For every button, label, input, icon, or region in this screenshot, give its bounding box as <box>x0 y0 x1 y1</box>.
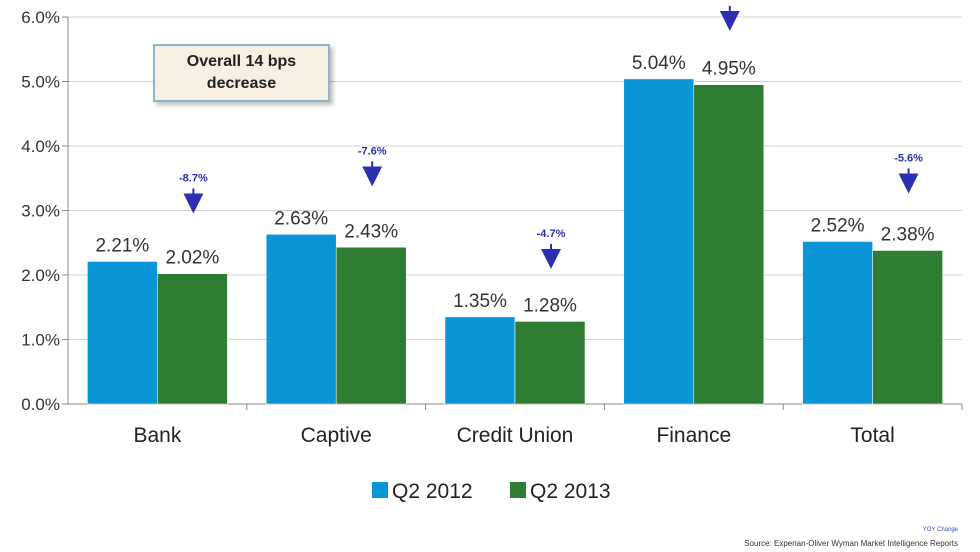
bars <box>87 78 943 405</box>
legend-label: Q2 2012 <box>392 480 473 503</box>
bar <box>693 84 765 405</box>
axes: 0.0% 1.0% 2.0% 3.0% 4.0% 5.0% 6.0% Bank Captive C… <box>21 8 963 447</box>
data-label: 2.38% <box>881 224 935 245</box>
data-label: 1.28% <box>523 295 577 316</box>
yoy-change-label: -8.7% <box>179 172 208 184</box>
data-label: 2.02% <box>165 248 219 269</box>
bar <box>802 241 873 405</box>
yoy-change-label: -7.6% <box>358 145 387 157</box>
data-label: 4.95% <box>702 59 756 80</box>
y-tick-label: 5.0% <box>21 73 60 92</box>
bar <box>157 273 228 405</box>
yoy-change-label: -4.7% <box>537 228 566 240</box>
data-label: 2.21% <box>95 235 149 256</box>
data-label: 2.43% <box>344 221 398 242</box>
legend-label: Q2 2013 <box>530 480 611 503</box>
legend: Q2 2012 Q2 2013 <box>372 480 611 503</box>
bar <box>335 247 407 405</box>
y-tick-label: 2.0% <box>21 266 60 285</box>
source-note: Source: Experian-Oliver Wyman Market Int… <box>744 539 958 548</box>
y-tick-label: 6.0% <box>21 8 60 27</box>
x-tick-label: Captive <box>301 424 372 447</box>
x-tick-label: Bank <box>133 424 181 447</box>
x-tick-label: Credit Union <box>457 424 574 447</box>
annotation-callout: Overall 14 bps decrease <box>153 44 330 102</box>
legend-swatch <box>510 482 526 498</box>
y-tick-label: 4.0% <box>21 137 60 156</box>
value-labels: 2.21% 2.02% -8.7% 2.63% 2.43% -7.6% 1.35% 1.28%… <box>95 0 934 316</box>
data-label: 2.63% <box>274 208 328 229</box>
y-tick-label: 1.0% <box>21 331 60 350</box>
y-tick-label: 0.0% <box>21 395 60 414</box>
data-label: 5.04% <box>632 53 686 74</box>
y-tick-label: 3.0% <box>21 202 60 221</box>
bar <box>87 261 158 405</box>
bar <box>265 234 337 405</box>
bar <box>514 321 586 405</box>
bar <box>872 250 943 405</box>
data-label: 1.35% <box>453 291 507 312</box>
yoy-change-label: -1.9% <box>715 0 744 2</box>
data-label: 2.52% <box>811 215 865 236</box>
bar <box>623 78 695 405</box>
yoy-change-label: -5.6% <box>894 152 923 164</box>
yoy-change-note: YOY Change <box>922 527 958 533</box>
annotation-text: Overall 14 bps decrease <box>186 53 297 92</box>
x-tick-label: Total <box>850 424 894 447</box>
legend-swatch <box>372 482 388 498</box>
x-tick-label: Finance <box>656 424 731 447</box>
bar <box>444 316 516 405</box>
